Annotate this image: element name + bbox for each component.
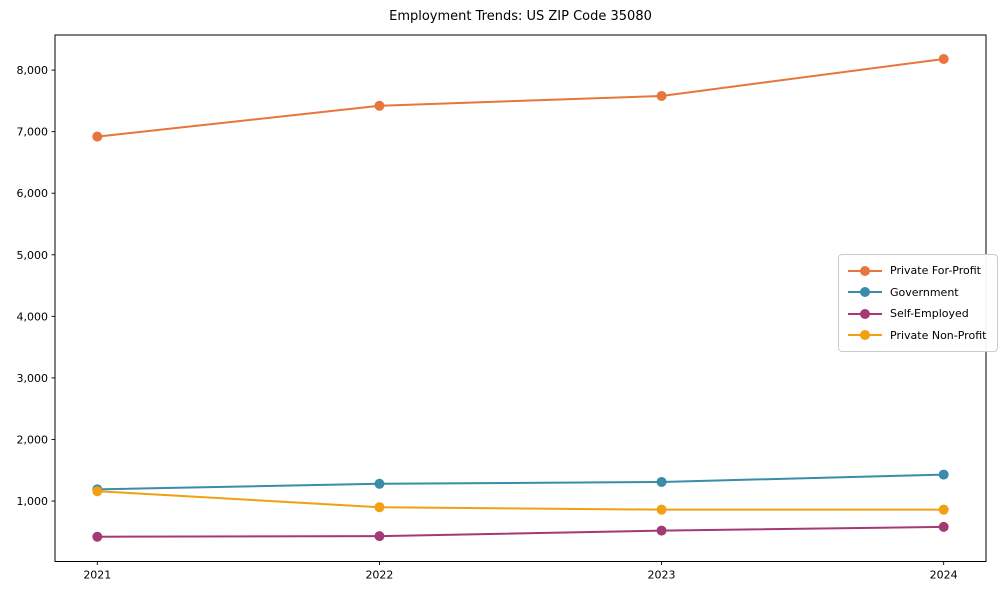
- data-point-marker: [374, 502, 385, 513]
- data-point-marker: [374, 478, 385, 489]
- data-point-marker: [938, 469, 949, 480]
- legend-label: Private Non-Profit: [890, 328, 987, 342]
- legend-item-self-employed: Self-Employed: [848, 305, 986, 322]
- y-tick-label: 5,000: [17, 249, 49, 262]
- legend: Private For-Profit Government Self-Employe…: [838, 254, 999, 352]
- data-point-marker: [656, 525, 667, 536]
- legend-line-marker-icon: [848, 330, 882, 340]
- y-tick-label: 2,000: [17, 433, 49, 446]
- data-point-marker: [656, 476, 667, 487]
- legend-item-private-for-profit: Private For-Profit: [848, 262, 986, 279]
- series-line-government: [97, 473, 944, 491]
- y-tick-label: 4,000: [17, 310, 49, 323]
- y-tick-label: 6,000: [17, 187, 49, 200]
- data-point-marker: [92, 486, 103, 497]
- data-point-marker: [656, 504, 667, 515]
- y-tick-label: 7,000: [17, 126, 49, 139]
- x-tick-label: 2023: [648, 569, 676, 582]
- series-line-private-for-profit: [97, 58, 944, 138]
- y-tick-label: 3,000: [17, 372, 49, 385]
- data-point-marker: [374, 531, 385, 542]
- y-tick-label: 8,000: [17, 64, 49, 77]
- data-point-marker: [938, 54, 949, 65]
- legend-line-marker-icon: [848, 308, 882, 319]
- data-point-marker: [938, 504, 949, 515]
- data-point-marker: [374, 100, 385, 111]
- legend-label: Self-Employed: [890, 307, 969, 320]
- data-point-marker: [92, 131, 103, 142]
- legend-label: Government: [890, 285, 959, 299]
- x-tick-label: 2021: [83, 569, 111, 582]
- data-point-marker: [92, 531, 103, 542]
- legend-item-private-non-profit: Private Non-Profit: [848, 327, 986, 344]
- x-tick-label: 2022: [365, 569, 393, 582]
- y-tick-label: 1,000: [17, 495, 49, 508]
- legend-item-government: Government: [848, 284, 986, 301]
- data-point-marker: [938, 521, 949, 532]
- series-line-private-non-profit: [97, 490, 944, 511]
- chart-title: Employment Trends: US ZIP Code 35080: [389, 9, 652, 24]
- x-tick-label: 2024: [930, 569, 958, 582]
- legend-line-marker-icon: [848, 287, 882, 297]
- series-line-self-employed: [97, 525, 944, 538]
- legend-line-marker-icon: [848, 265, 882, 276]
- legend-label: Private For-Profit: [890, 264, 981, 277]
- data-point-marker: [656, 90, 667, 101]
